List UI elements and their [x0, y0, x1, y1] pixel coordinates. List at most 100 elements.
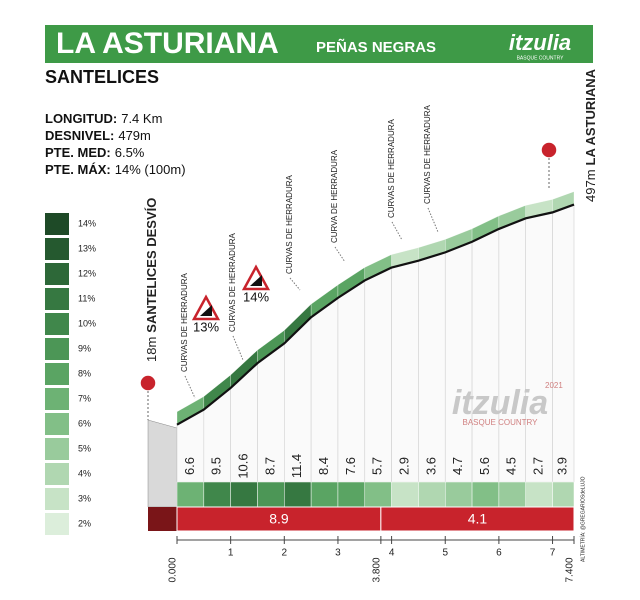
brand: itzulia: [509, 30, 571, 55]
stat-value: 6.5%: [115, 145, 145, 160]
watermark: itzulia: [452, 384, 548, 422]
legend-label: 6%: [78, 418, 91, 428]
x-tick-label: 2: [282, 548, 288, 559]
x-tick-label: 3.800: [372, 557, 383, 582]
annotation: CURVAS DE HERRADURA: [180, 273, 189, 372]
x-tick-label: 1: [228, 548, 234, 559]
legend-label: 9%: [78, 343, 91, 353]
gradient-label: 6.6: [182, 457, 197, 475]
legend-swatch: [45, 238, 69, 260]
legend-label: 3%: [78, 493, 91, 503]
legend-label: 4%: [78, 468, 91, 478]
annotation-leader: [289, 277, 301, 291]
profile-face: [310, 297, 339, 483]
profile-face: [337, 279, 366, 483]
start-block: [147, 419, 178, 508]
legend-swatch: [45, 413, 69, 435]
sector-label: 4.1: [468, 511, 488, 527]
annotation-leader: [232, 335, 244, 361]
x-tick-label: 6: [496, 548, 502, 559]
credit: ALTIMETRÍA: @GREGARIOSdeLUJO: [579, 476, 586, 562]
x-tick-label: 0.000: [168, 557, 179, 582]
gradient-label: 3.6: [423, 457, 438, 475]
profile-face: [498, 217, 527, 483]
legend-swatch: [45, 513, 69, 535]
gradient-cell: [391, 481, 419, 508]
annotation: CURVAS DE HERRADURA: [387, 119, 396, 218]
gradient-cell: [284, 481, 312, 508]
legend: 14% 13% 12% 11% 10% 9% 8% 7% 6% 5% 4% 3% 2%: [45, 213, 96, 535]
stat: PTE. MED: 6.5%: [45, 145, 145, 160]
brand-sub: BASQUE COUNTRY: [517, 55, 565, 61]
plot: 6.6 9.5 10.6 8.7 11.4 8.4 7.6 5.7 2.9 3.6 4.7 5.6 4.…: [144, 68, 598, 582]
start-marker: [139, 374, 157, 392]
steep-sign-label: 14%: [243, 289, 269, 304]
annotation-leader: [427, 207, 439, 233]
legend-label: 2%: [78, 518, 91, 528]
stat-label: PTE. MÁX:: [45, 162, 111, 177]
annotation: CURVAS DE HERRADURA: [228, 233, 237, 332]
profile-face: [525, 212, 553, 483]
steep-sign-label: 13%: [193, 319, 219, 334]
gradient-label: 8.4: [316, 457, 331, 475]
gradient-label: 8.7: [262, 457, 277, 475]
profile-face: [471, 228, 500, 483]
sector-label: 8.9: [269, 511, 289, 527]
gradient-cell: [444, 481, 473, 508]
annotation: CURVAS DE HERRADURA: [285, 175, 294, 274]
stats: LONGITUD: 7.4 Km DESNIVEL: 479m PTE. MED: 6.5…: [45, 111, 186, 177]
legend-label: 7%: [78, 393, 91, 403]
gradient-label: 9.5: [209, 457, 224, 475]
gradient-cell: [525, 481, 553, 508]
legend-label: 5%: [78, 443, 91, 453]
legend-label: 8%: [78, 368, 91, 378]
legend-swatch: [45, 488, 69, 510]
gradient-cell: [552, 481, 575, 508]
stat: LONGITUD: 7.4 Km: [45, 111, 162, 126]
legend-swatch: [45, 338, 69, 360]
annotation-leader: [184, 375, 196, 399]
stat-value: 14% (100m): [115, 162, 186, 177]
gradient-label: 5.7: [370, 457, 385, 475]
gradient-label: 5.6: [477, 457, 492, 475]
stat-value: 7.4 Km: [121, 111, 162, 126]
legend-label: 10%: [78, 318, 96, 328]
legend-swatch: [45, 463, 69, 485]
x-tick-label: 4: [389, 548, 395, 559]
gradient-cell: [471, 481, 500, 508]
profile-face: [552, 204, 575, 483]
gradient-cell: [498, 481, 526, 508]
legend-swatch: [45, 288, 69, 310]
header-subtitle: PEÑAS NEGRAS: [316, 38, 436, 56]
legend-swatch: [45, 313, 69, 335]
gradient-cell: [364, 481, 392, 508]
gradient-cell: [337, 481, 366, 508]
gradient-cell: [203, 481, 231, 508]
gradient-label: 11.4: [289, 454, 304, 478]
stat-value: 479m: [118, 128, 151, 143]
gradient-label: 2.7: [531, 457, 546, 475]
legend-swatch: [45, 213, 69, 235]
legend-swatch: [45, 438, 69, 460]
legend-swatch: [45, 363, 69, 385]
legend-label: 11%: [78, 293, 95, 303]
legend-label: 12%: [78, 268, 96, 278]
profile-face: [418, 251, 446, 483]
end-label: 497m LA ASTURIANA: [583, 68, 598, 202]
gradient-label: 4.7: [450, 457, 465, 475]
x-tick-label: 7.400: [565, 557, 576, 582]
annotation-leader: [334, 246, 346, 263]
header-title: LA ASTURIANA: [56, 27, 279, 60]
gradient-label: 3.9: [555, 457, 570, 475]
steep-sign-icon: [200, 305, 212, 316]
gradient-cell: [230, 481, 258, 508]
end-elevation: 497m: [583, 169, 598, 202]
watermark-year: 2021: [545, 381, 563, 390]
profile-line: [176, 203, 575, 426]
gradient-cell: [310, 481, 339, 508]
sector-bar: [176, 506, 382, 532]
start-name: SANTELICES DESVÍO: [144, 198, 159, 333]
stat: PTE. MÁX: 14% (100m): [45, 162, 186, 177]
